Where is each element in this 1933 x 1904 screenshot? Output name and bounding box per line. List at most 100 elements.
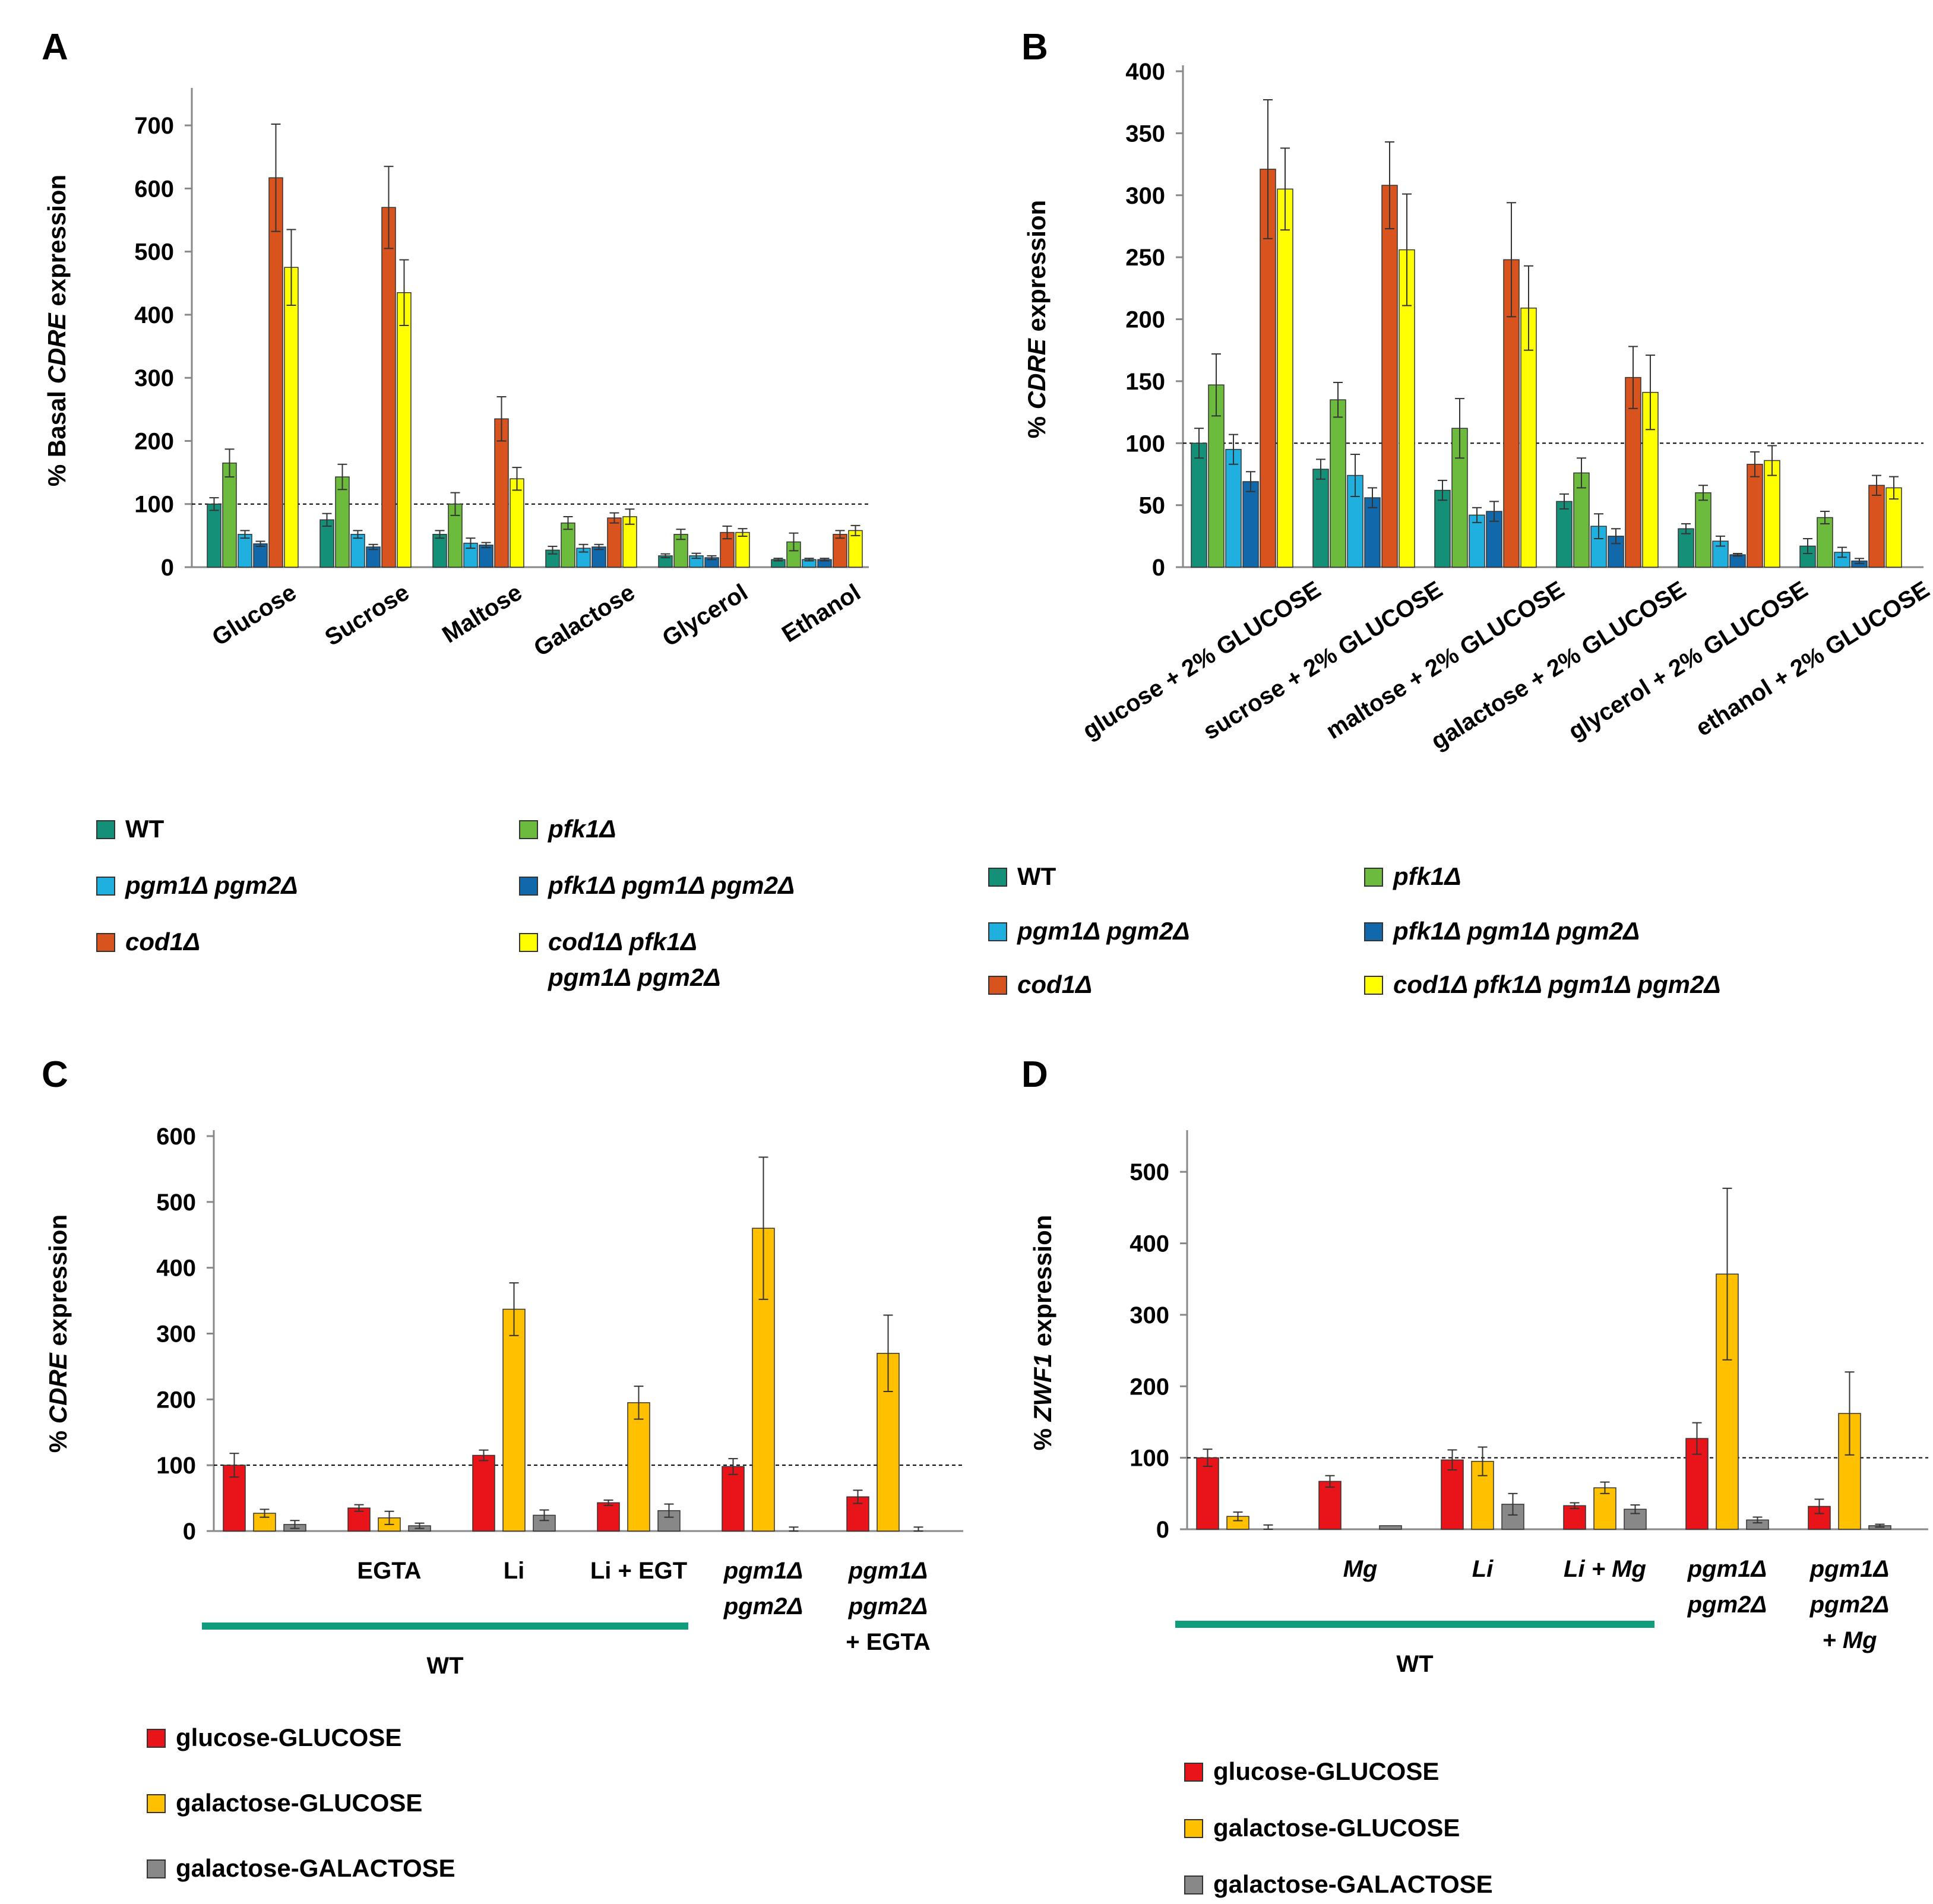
y-tick-label: 100 [156,1453,196,1479]
y-tick-label: 100 [1125,431,1165,457]
x-tick-label: sucrose + 2% GLUCOSE [1198,576,1447,745]
x-tick-label: + Mg [1822,1627,1877,1653]
bar-galactoseGLUCOSE [627,1402,650,1532]
bar-pfkpgm [1729,554,1746,568]
y-tick-label: 100 [134,492,174,518]
bar-pgm [238,533,252,568]
y-tick-label: 500 [1130,1159,1169,1185]
bar-WT [1434,489,1451,568]
y-axis-label-part: % [44,1424,72,1453]
x-tick-label: Mg [1343,1556,1378,1582]
y-axis-label-part: expression [43,175,71,313]
legend-label: pfk1Δ pgm1Δ pgm2Δ [548,871,795,899]
legend-swatch-codall [519,933,538,952]
y-axis-label-part: % [1029,1421,1056,1450]
y-tick-label: 400 [156,1255,196,1282]
bar-pgm [350,533,365,568]
panel-label-C: C [42,1054,68,1095]
bar-WT [1678,528,1694,568]
legend-swatch-galactoseGLUCOSE [147,1794,166,1813]
bar-galactoseGALACTOSE [1379,1525,1402,1530]
legend-label: pfk1Δ [1393,862,1461,890]
x-tick-label: pgm1Δ [1687,1556,1767,1582]
y-tick-label: 700 [134,113,174,139]
bar-cod1 [1381,185,1398,568]
legend-swatch-pgm [96,877,115,896]
bar-codall [1885,487,1902,568]
x-tick-label: glycerol + 2% GLUCOSE [1564,576,1812,745]
y-tick-label: 100 [1130,1446,1169,1472]
y-axis-label-part: ZWF1 [1029,1353,1056,1422]
y-axis-label-part: % Basal [43,384,71,486]
legend-label: WT [1017,862,1056,890]
legend-D: glucose-GLUCOSE galactose-GLUCOSE galactos… [1184,1757,1493,1898]
x-tick-label: Li [1472,1556,1494,1582]
y-tick-label: 350 [1125,121,1165,147]
y-tick-label: 200 [156,1387,196,1413]
y-tick-label: 200 [134,428,174,454]
bar-cod1 [1747,463,1763,568]
x-tick-label: glucose + 2% GLUCOSE [1078,576,1325,744]
legend-swatch-pgm [988,922,1007,941]
legend-swatch-pfk1 [1364,868,1383,887]
x-tick-label: pgm2Δ [1809,1592,1890,1618]
bar-codall [1277,188,1293,568]
y-tick-label: 300 [156,1321,196,1348]
bar-codall [1764,460,1780,568]
bar-cod1 [607,517,622,568]
legend-swatch-galactoseGALACTOSE [1184,1875,1203,1894]
bar-cod1 [833,533,847,568]
legend-swatch-pfk1 [519,820,538,839]
x-tick-label: pgm2Δ [1687,1592,1767,1618]
x-tick-label: Maltose [438,579,527,648]
legend-label: cod1Δ [1017,970,1092,998]
bar-glucoseGLUCOSE [1563,1505,1586,1530]
bar-cod1 [1868,485,1885,568]
bar-galactoseGLUCOSE [502,1308,526,1532]
wt-group-label: WT [1396,1651,1433,1677]
legend-swatch-cod1 [988,976,1007,995]
y-tick-label: 500 [156,1190,196,1216]
y-tick-label: 600 [134,176,174,202]
bar-pfk1 [1573,472,1590,568]
bar-pfk1 [222,462,237,568]
y-tick-label: 500 [134,239,174,265]
x-tick-label: Li + EGT [590,1558,687,1584]
bar-pfkpgm [479,545,493,568]
legend-C: glucose-GLUCOSE galactose-GLUCOSE galactos… [147,1723,455,1882]
x-tick-label: maltose + 2% GLUCOSE [1321,576,1568,744]
legend-label: cod1Δ pfk1Δ [548,928,697,956]
legend-label: galactose-GLUCOSE [176,1789,422,1817]
y-axis-label-part: CDRE [1023,337,1051,409]
legend-label: pfk1Δ pgm1Δ pgm2Δ [1393,917,1640,945]
panel-A: A 0 100 200 300 400 500 600 700 % Basal CDRE expr… [42,27,869,662]
x-tick-label: Ethanol [777,579,865,647]
x-tick-label: pgm1Δ [848,1558,928,1584]
legend-swatch-WT [96,820,115,839]
bar-pfkpgm [1364,497,1381,568]
bar-pfk1 [1330,399,1346,568]
y-tick-label: 0 [1152,555,1165,581]
panel-label-A: A [42,27,68,68]
x-tick-label: Galactose [529,579,639,662]
bar-glucoseGLUCOSE [1196,1457,1219,1530]
bar-codall [735,532,750,568]
x-tick-label: Glucose [208,579,301,651]
x-tick-label: + EGTA [846,1629,931,1655]
y-axis-label-part: CDRE [44,1352,72,1424]
y-tick-label: 0 [1156,1517,1169,1543]
x-tick-label: Li [504,1558,525,1584]
x-tick-label: pgm2Δ [848,1593,928,1620]
bar-glucoseGLUCOSE [597,1502,620,1532]
legend-label: pgm1Δ pgm2Δ [125,871,298,899]
bar-codall [397,292,412,568]
bar-pfk1 [1817,517,1833,568]
bar-WT [207,503,222,568]
bar-pfkpgm [1242,481,1259,568]
bar-cod1 [381,207,396,568]
legend-label: WT [125,815,164,843]
bar-WT [432,533,447,568]
wt-group-label: WT [426,1653,463,1679]
x-tick-label: ethanol + 2% GLUCOSE [1691,576,1933,741]
